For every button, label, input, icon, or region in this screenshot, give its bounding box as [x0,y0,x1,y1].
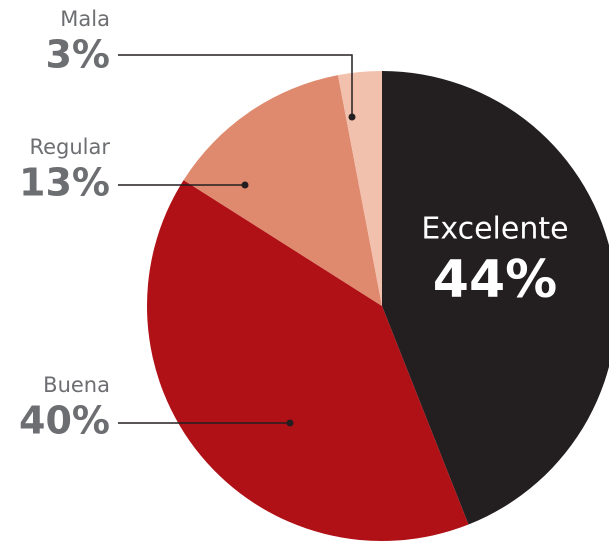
leader-dot [348,113,356,121]
pie-slice [382,71,609,525]
slice-value: 13% [19,161,110,205]
slice-label: Excelente [421,212,568,247]
slice-value: 40% [19,399,110,443]
slice-label: Mala [60,7,110,31]
slice-value: 44% [433,250,557,310]
pie-slice [183,75,382,306]
leader-dot [241,181,249,189]
slice-label: Regular [29,135,110,159]
leader-dot [286,419,294,427]
leader-line [118,54,353,117]
pie-slice [147,180,469,541]
slice-label: Buena [43,373,110,397]
slice-value: 3% [45,33,110,77]
pie-slice [337,71,382,306]
